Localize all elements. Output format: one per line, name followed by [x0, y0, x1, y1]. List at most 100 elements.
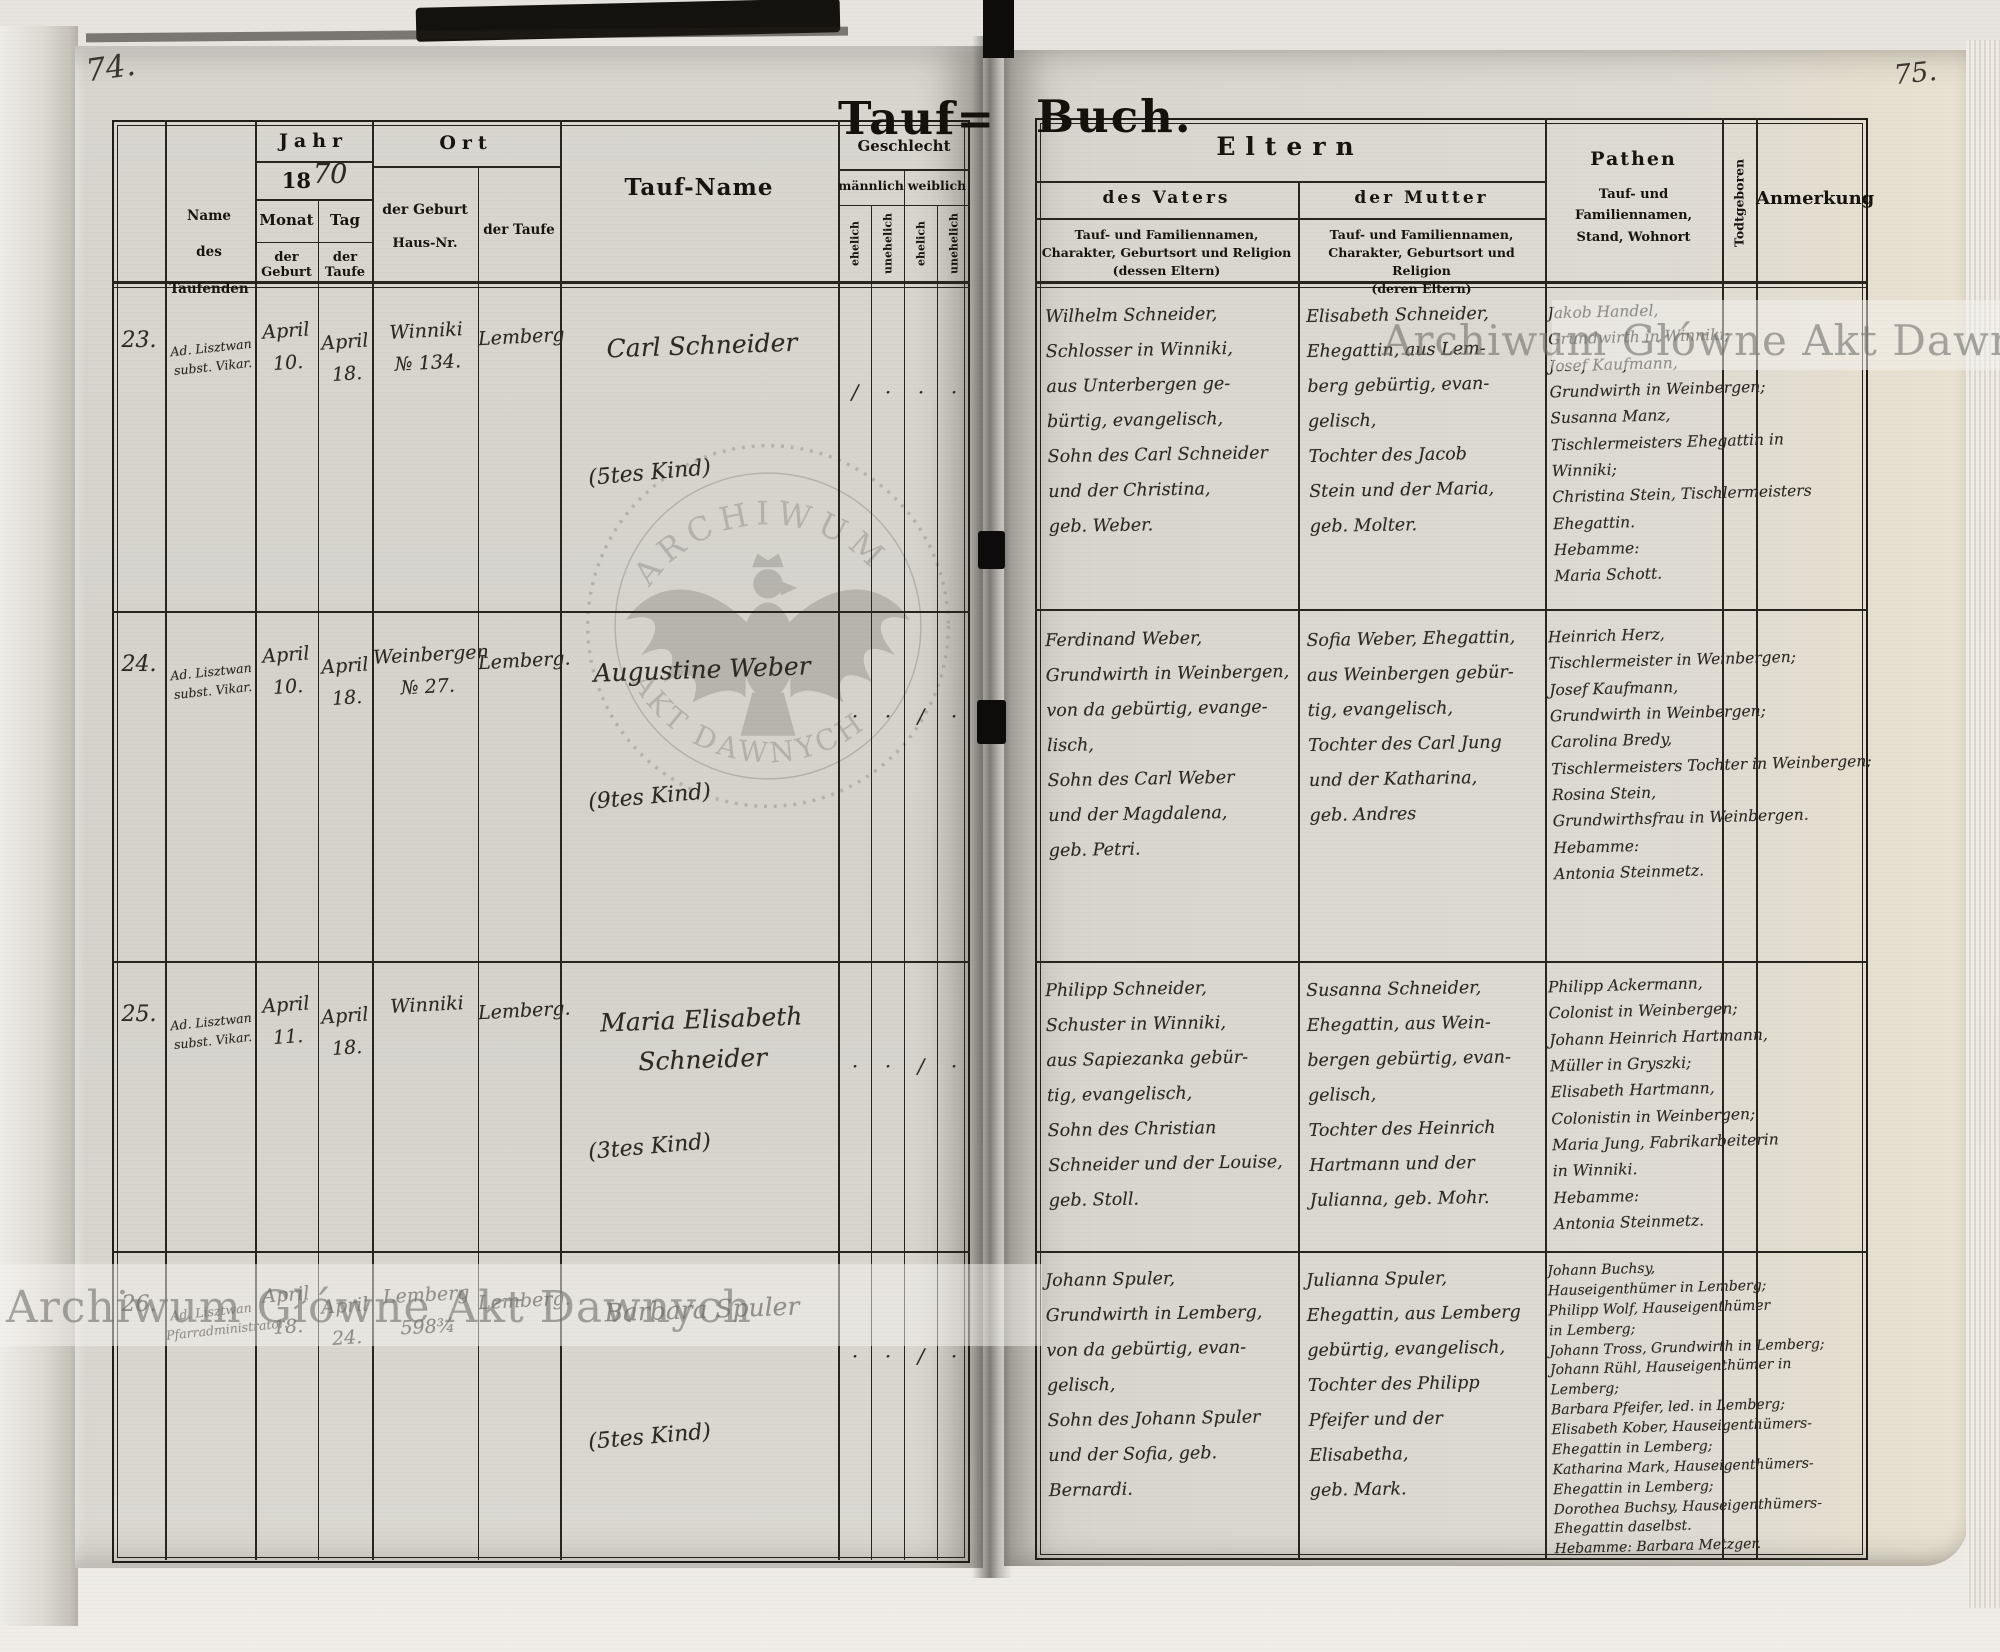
- col-header-des-vaters: des Vaters: [1102, 188, 1231, 208]
- grid-line: [904, 170, 906, 1560]
- book-title-left: Tauf=: [838, 92, 997, 145]
- sex-mark-female-legit: ·: [917, 380, 925, 404]
- col-header-jahr: Jahr: [278, 130, 349, 152]
- grid-line: [1298, 181, 1300, 1559]
- col-header-pathen-sub: Tauf- und Familiennamen, Stand, Wohnort: [1574, 187, 1693, 245]
- sex-mark-female-illegit: ·: [950, 380, 958, 404]
- spine-tape-lower: [977, 700, 1006, 744]
- watermark-band-top-right: [1552, 300, 2000, 370]
- col-header-todtgeboren: Todtgeboren: [1731, 158, 1747, 248]
- birth-place: Weinbergen № 27.: [372, 640, 490, 700]
- baptism-date: April 18.: [320, 329, 370, 387]
- archive-watermark-top-right: Archiwum Główne Akt Dawnych: [1382, 316, 2000, 365]
- grid-line: [1545, 118, 1547, 1558]
- grid-line: [1035, 609, 1868, 611]
- col-header-tag-sub: der Taufe: [324, 250, 366, 280]
- father-entry: Johann Spuler, Grundwirth in Lemberg, vo…: [1045, 1268, 1263, 1502]
- col-header-maennlich: männlich: [838, 178, 904, 193]
- col-header-haus-nr: Haus-Nr.: [392, 236, 458, 251]
- father-entry: Wilhelm Schneider, Schlosser in Winniki,…: [1045, 304, 1269, 538]
- sex-mark-male-legit: ·: [851, 1054, 859, 1078]
- col-header-ehelich-w: ehelich: [914, 220, 928, 266]
- col-header-pathen: Pathen: [1590, 148, 1677, 170]
- sex-mark-female-illegit: ·: [950, 1054, 958, 1078]
- sex-mark-male-illegit: ·: [884, 1344, 892, 1368]
- grid-line: [838, 120, 840, 1560]
- baptism-date: April 18.: [320, 653, 370, 711]
- birth-place: Winniki: [389, 992, 465, 1018]
- mother-entry: Julianna Spuler, Ehegattin, aus Lemberg …: [1306, 1268, 1521, 1502]
- birth-date: April 10.: [261, 642, 311, 700]
- birth-date: April 11.: [261, 992, 311, 1050]
- godparents-entry: Heinrich Herz, Tischlermeister in Weinbe…: [1547, 625, 1872, 884]
- father-entry: Ferdinand Weber, Grundwirth in Weinberge…: [1045, 628, 1290, 862]
- col-header-anmerkung: Anmerkung: [1756, 188, 1875, 209]
- grid-line: [372, 166, 560, 168]
- col-header-unehelich-m: unehelich: [881, 212, 895, 274]
- sex-mark-female-legit: ∕: [917, 704, 925, 728]
- grid-line: [255, 120, 257, 1560]
- col-header-monat: Monat: [259, 211, 314, 229]
- entry-number: 25.: [121, 1002, 157, 1027]
- book-gutter: [972, 36, 1012, 1578]
- grid-line: [112, 611, 970, 613]
- sex-mark-female-legit: ∕: [917, 1054, 925, 1078]
- grid-line: [1035, 287, 1868, 289]
- mother-entry: Sofia Weber, Ehegattin, aus Weinbergen g…: [1306, 627, 1516, 827]
- grid-line: [165, 120, 167, 1560]
- col-header-monat-sub: der Geburt: [261, 250, 312, 280]
- grid-line: [112, 1251, 970, 1253]
- grid-line: [871, 206, 873, 1560]
- right-table-frame: [1035, 118, 1868, 1560]
- col-header-tag: Tag: [330, 211, 360, 229]
- baptism-place: Lemberg.: [477, 647, 572, 675]
- spine-tape-middle: [978, 531, 1005, 569]
- sex-mark-female-illegit: ·: [950, 704, 958, 728]
- page-stack-right-edge: [1966, 40, 2000, 1608]
- father-entry: Philipp Schneider, Schuster in Winniki, …: [1045, 978, 1283, 1212]
- col-header-ehelich-m: ehelich: [848, 220, 862, 266]
- grid-line: [1035, 181, 1545, 183]
- sex-mark-male-illegit: ·: [884, 1054, 892, 1078]
- grid-line: [112, 961, 970, 963]
- col-header-mutter-sub: Tauf- und Familiennamen, Charakter, Gebu…: [1328, 227, 1515, 297]
- grid-line: [478, 166, 480, 1560]
- book-title-right: Buch.: [1036, 90, 1193, 143]
- col-header-ort-geburt: der Geburt: [382, 202, 468, 218]
- entry-number: 24.: [121, 652, 157, 677]
- spine-tape-top: [983, 0, 1014, 58]
- grid-line: [838, 169, 970, 171]
- col-header-jahr-value: 1870: [255, 159, 372, 195]
- col-header-tauf-name: Tauf-Name: [624, 174, 774, 201]
- entry-number: 23.: [121, 328, 157, 353]
- grid-line: [838, 205, 970, 207]
- page-stack-left-edge: [0, 26, 78, 1626]
- birth-place: Winniki № 134.: [388, 318, 464, 376]
- godparents-entry: Johann Buchsy, Hauseigenthümer in Lember…: [1547, 1260, 1825, 1558]
- sex-mark-male-illegit: ·: [884, 704, 892, 728]
- baptism-place: Lemberg: [477, 323, 566, 351]
- jahr-handwritten: 70: [312, 159, 348, 190]
- grid-line: [1756, 118, 1758, 1558]
- sex-mark-male-legit: ∕: [851, 380, 859, 404]
- grid-line: [112, 287, 970, 289]
- col-header-ort: Ort: [439, 132, 493, 154]
- col-header-ort-taufe: der Taufe: [483, 222, 555, 238]
- grid-line: [1035, 281, 1868, 284]
- grid-line: [255, 199, 372, 201]
- grid-line: [937, 206, 939, 1560]
- page-number-left: 74.: [83, 46, 138, 90]
- godparents-entry: Philipp Ackermann, Colonist in Weinberge…: [1547, 974, 1779, 1234]
- grid-line: [318, 200, 320, 1560]
- page-number-right: 75.: [1892, 55, 1939, 92]
- archive-emblem-watermark: ARCHIWUM AKT DAWNYCH: [585, 443, 951, 809]
- col-header-eltern: Eltern: [1216, 132, 1364, 161]
- grid-line: [560, 120, 562, 1560]
- watermark-band-bottom-left: [0, 1264, 1042, 1346]
- sex-mark-female-illegit: ·: [950, 1344, 958, 1368]
- sex-mark-male-illegit: ·: [884, 380, 892, 404]
- baptism-name: Maria Elisabeth Schneider: [599, 1001, 803, 1077]
- archive-watermark-bottom-left: Archiwum Główne Akt Dawnych: [6, 1282, 752, 1333]
- jahr-printed: 18: [281, 168, 311, 193]
